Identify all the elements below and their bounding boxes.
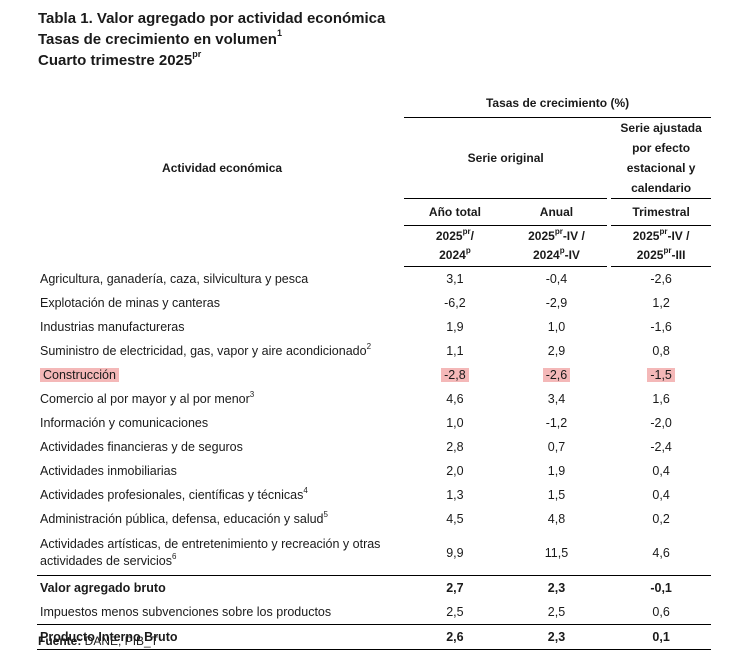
table-title: Tabla 1. Valor agregado por actividad ec… <box>38 8 385 71</box>
table-row: Construcción -2,8 -2,6 -1,5 <box>37 363 711 387</box>
row-name: Administración pública, defensa, educaci… <box>40 509 328 526</box>
value-annual: 2,3 <box>505 624 608 650</box>
value-quarterly: 1,6 <box>652 392 670 406</box>
table-row: Explotación de minas y canteras -6,2 -2,9 1… <box>37 291 711 315</box>
value-annual: -0,4 <box>545 272 568 286</box>
table-row: Actividades financieras y de seguros 2,8 0… <box>37 435 711 459</box>
value-quarterly: 1,2 <box>652 296 670 310</box>
table-row: Comercio al por mayor y al por menor3 4,6… <box>37 387 711 411</box>
growth-rates-header: Tasas de crecimiento (%) <box>404 89 711 118</box>
row-name: Actividades financieras y de seguros <box>40 440 243 454</box>
row-name: Producto Interno Bruto <box>37 624 405 650</box>
value-annual-total: 1,0 <box>446 416 464 430</box>
value-quarterly: -1,6 <box>650 320 672 334</box>
value-annual-total: 9,9 <box>446 546 464 560</box>
row-name: Valor agregado bruto <box>37 575 405 600</box>
value-quarterly: 0,4 <box>652 464 670 478</box>
value-annual: -2,9 <box>545 296 568 310</box>
value-quarterly: 4,6 <box>652 546 670 560</box>
value-annual-total: 1,1 <box>446 344 464 358</box>
table-row: Impuestos menos subvenciones sobre los p… <box>37 600 711 625</box>
title-line-2: Tasas de crecimiento en volumen1 <box>38 28 282 49</box>
value-annual: -2,6 <box>506 363 608 387</box>
value-quarterly: -2,4 <box>650 440 672 454</box>
row-name: Suministro de electricidad, gas, vapor y… <box>40 341 372 358</box>
row-name: Actividades inmobiliarias <box>40 464 177 478</box>
table-row: Actividades inmobiliarias 2,0 1,9 0,4 <box>37 459 711 483</box>
value-quarterly: -2,0 <box>650 416 672 430</box>
table-row: Valor agregado bruto 2,7 2,3 -0,1 <box>37 575 711 600</box>
row-name: Agricultura, ganadería, caza, silvicultu… <box>40 271 309 286</box>
table-row: Suministro de electricidad, gas, vapor y… <box>37 339 711 363</box>
row-name: Actividades artísticas, de entretenimien… <box>40 537 381 568</box>
value-quarterly: -1,5 <box>611 363 711 387</box>
row-name: Industrias manufactureras <box>40 320 185 334</box>
table-row: Actividades artísticas, de entretenimien… <box>37 531 711 576</box>
value-annual: 4,8 <box>547 512 566 526</box>
value-quarterly: 0,4 <box>652 488 670 502</box>
row-name: Impuestos menos subvenciones sobre los p… <box>40 605 332 619</box>
value-annual: 1,5 <box>547 488 566 502</box>
table-row: Información y comunicaciones 1,0 -1,2 -2,0 <box>37 411 711 435</box>
activity-header: Actividad económica <box>162 161 283 176</box>
value-annual-total: 2,5 <box>446 605 464 619</box>
value-annual: 2,3 <box>505 575 608 600</box>
table-row: Administración pública, defensa, educaci… <box>37 507 711 531</box>
col-year-total-period: 2025pr/ 2024p <box>404 225 506 267</box>
row-name: Actividades profesionales, científicas y… <box>40 485 308 502</box>
value-annual-total: 4,6 <box>446 392 464 406</box>
value-annual-total: 4,5 <box>446 512 464 526</box>
table-row: Actividades profesionales, científicas y… <box>37 483 711 507</box>
original-series-header: Serie original <box>404 117 608 199</box>
value-quarterly: 0,8 <box>652 344 670 358</box>
value-quarterly: -2,6 <box>650 272 672 286</box>
value-annual-total: 1,3 <box>446 488 464 502</box>
col-annual-header: Anual <box>505 198 608 226</box>
value-annual-total: 2,6 <box>404 624 506 650</box>
value-annual-total: 2,7 <box>404 575 506 600</box>
growth-table: Actividad económica Tasas de crecimiento… <box>37 89 711 650</box>
value-quarterly: 0,6 <box>652 605 670 619</box>
value-annual: 2,5 <box>547 605 566 619</box>
value-annual: 3,4 <box>547 392 566 406</box>
value-quarterly: 0,2 <box>652 512 670 526</box>
col-year-total-header: Año total <box>404 198 506 226</box>
table-row: Industrias manufactureras 1,9 1,0 -1,6 <box>37 315 711 339</box>
value-quarterly: -0,1 <box>611 575 711 600</box>
adjusted-series-header: Serie ajustada por efecto estacional y c… <box>611 117 711 199</box>
title-line-3: Cuarto trimestre 2025pr <box>38 49 202 70</box>
value-quarterly: 0,1 <box>611 624 711 650</box>
value-annual: 1,9 <box>547 464 566 478</box>
value-annual: 0,7 <box>547 440 566 454</box>
value-annual: 1,0 <box>547 320 566 334</box>
table-row: Agricultura, ganadería, caza, silvicultu… <box>37 267 711 292</box>
row-name: Información y comunicaciones <box>40 416 209 430</box>
row-name: Construcción <box>37 363 404 387</box>
value-annual-total: -6,2 <box>444 296 466 310</box>
value-annual-total: 2,8 <box>446 440 464 454</box>
value-annual: 2,9 <box>547 344 566 358</box>
value-annual: 11,5 <box>544 546 569 560</box>
col-quarterly-period: 2025pr-IV / 2025pr-III <box>611 225 711 267</box>
source-note: Fuente: DANE, PIB_T <box>38 634 159 648</box>
col-annual-period: 2025pr-IV / 2024p-IV <box>505 225 608 267</box>
value-annual-total: 2,0 <box>446 464 464 478</box>
value-annual-total: -2,8 <box>404 363 506 387</box>
title-line-1: Tabla 1. Valor agregado por actividad ec… <box>38 10 386 27</box>
value-annual-total: 1,9 <box>446 320 464 334</box>
col-quarterly-header: Trimestral <box>611 198 711 226</box>
row-name: Explotación de minas y canteras <box>40 296 220 310</box>
value-annual-total: 3,1 <box>446 272 464 286</box>
row-name: Comercio al por mayor y al por menor3 <box>40 389 255 406</box>
value-annual: -1,2 <box>545 416 568 430</box>
